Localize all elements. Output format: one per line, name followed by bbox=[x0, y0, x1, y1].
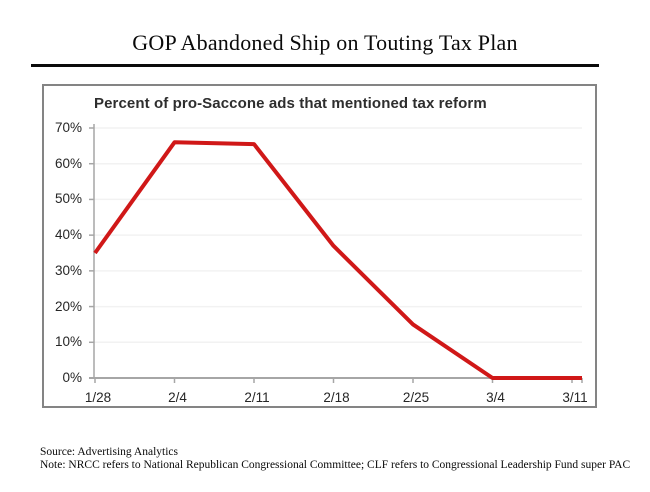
source-note: Source: Advertising Analytics bbox=[40, 446, 178, 458]
page-title: GOP Abandoned Ship on Touting Tax Plan bbox=[132, 30, 518, 55]
y-tick-label: 10% bbox=[54, 334, 82, 350]
y-tick-label: 70% bbox=[54, 120, 82, 135]
y-tick-label: 30% bbox=[54, 262, 82, 278]
x-tick-label: 2/4 bbox=[168, 390, 187, 405]
x-tick-label: 3/4 bbox=[486, 390, 505, 405]
title-divider-rule bbox=[31, 64, 599, 67]
x-tick-label: 2/18 bbox=[323, 390, 350, 405]
y-tick-label: 50% bbox=[54, 191, 82, 207]
x-tick-label: 2/11 bbox=[244, 390, 270, 405]
plot-canvas bbox=[89, 124, 583, 383]
y-tick-label: 0% bbox=[62, 370, 82, 385]
series-line bbox=[93, 140, 582, 380]
y-tick-label: 40% bbox=[54, 227, 82, 243]
definition-note: Note: NRCC refers to National Republican… bbox=[40, 459, 631, 471]
x-tick-label: 2/25 bbox=[402, 390, 430, 405]
line-chart: Percent of pro-Saccone ads that mentione… bbox=[44, 86, 595, 406]
x-tick-label: 3/11 bbox=[562, 390, 588, 405]
chart-subtitle: Percent of pro-Saccone ads that mentione… bbox=[94, 95, 487, 112]
x-tick-label: 1/28 bbox=[84, 390, 112, 405]
chart-frame: Percent of pro-Saccone ads that mentione… bbox=[42, 84, 597, 408]
y-tick-label: 60% bbox=[54, 155, 82, 171]
y-tick-label: 20% bbox=[54, 298, 82, 314]
